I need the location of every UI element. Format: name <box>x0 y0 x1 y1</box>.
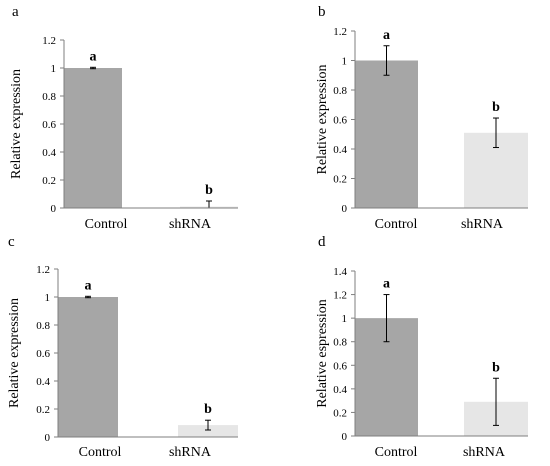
category-label-a-1: shRNA <box>169 217 212 232</box>
panel-label-d: d <box>318 234 326 250</box>
significance-d-0: a <box>383 277 390 292</box>
y-tick-label-b-2: 0.4 <box>333 144 347 156</box>
y-tick-label-d-7: 1.4 <box>333 266 347 278</box>
bar-c-shrna <box>178 425 238 437</box>
significance-c-1: b <box>204 402 212 417</box>
y-tick-label-c-5: 1 <box>45 292 51 304</box>
category-label-c-0: Control <box>79 445 122 460</box>
y-tick-label-a-5: 1 <box>51 63 57 75</box>
y-tick-label-d-3: 0.6 <box>333 360 347 372</box>
panel-label-c: c <box>8 234 15 250</box>
category-label-a-0: Control <box>85 217 128 232</box>
y-tick-label-a-1: 0.2 <box>42 175 56 187</box>
category-label-c-1: shRNA <box>169 445 212 460</box>
bar-b-control <box>355 60 418 208</box>
panel-label-b: b <box>318 4 326 20</box>
y-tick-label-b-0: 0 <box>342 203 348 215</box>
y-tick-label-a-2: 0.4 <box>42 147 56 159</box>
y-tick-label-a-3: 0.6 <box>42 119 56 131</box>
y-tick-label-c-2: 0.4 <box>36 376 50 388</box>
y-tick-label-b-5: 1 <box>342 56 348 68</box>
y-axis-label-b: Relative expression <box>315 64 330 174</box>
significance-a-0: a <box>90 49 97 64</box>
y-tick-label-a-0: 0 <box>51 203 57 215</box>
y-tick-label-c-6: 1.2 <box>36 264 50 276</box>
y-tick-label-d-1: 0.2 <box>333 407 347 419</box>
y-tick-label-d-6: 1.2 <box>333 290 347 302</box>
y-tick-label-d-4: 0.8 <box>333 337 347 349</box>
y-tick-label-b-6: 1.2 <box>333 26 347 38</box>
y-tick-label-a-6: 1.2 <box>42 35 56 47</box>
y-axis-label-d: Relative espression <box>315 299 330 407</box>
y-tick-label-d-5: 1 <box>342 313 348 325</box>
y-axis-label-a: Relative expression <box>9 69 24 179</box>
y-axis-label-c: Relative expression <box>7 298 22 408</box>
y-tick-label-c-3: 0.6 <box>36 348 50 360</box>
y-tick-label-d-0: 0 <box>342 431 348 443</box>
y-tick-label-b-4: 0.8 <box>333 85 347 97</box>
significance-b-1: b <box>492 100 500 115</box>
y-tick-label-a-4: 0.8 <box>42 91 56 103</box>
bar-c-control <box>58 297 118 437</box>
y-tick-label-c-0: 0 <box>45 432 51 444</box>
category-label-d-1: shRNA <box>463 445 506 460</box>
panel-label-a: a <box>12 4 19 20</box>
category-label-d-0: Control <box>375 445 418 460</box>
y-tick-label-b-1: 0.2 <box>333 174 347 186</box>
significance-c-0: a <box>85 278 92 293</box>
significance-b-0: a <box>383 28 390 43</box>
significance-d-1: b <box>492 360 500 375</box>
y-tick-label-d-2: 0.4 <box>333 384 347 396</box>
category-label-b-0: Control <box>375 217 418 232</box>
significance-a-1: b <box>205 183 213 198</box>
y-tick-label-b-3: 0.6 <box>333 115 347 127</box>
category-label-b-1: shRNA <box>461 217 504 232</box>
y-tick-label-c-1: 0.2 <box>36 404 50 416</box>
y-tick-label-c-4: 0.8 <box>36 320 50 332</box>
bar-a-control <box>64 68 122 208</box>
